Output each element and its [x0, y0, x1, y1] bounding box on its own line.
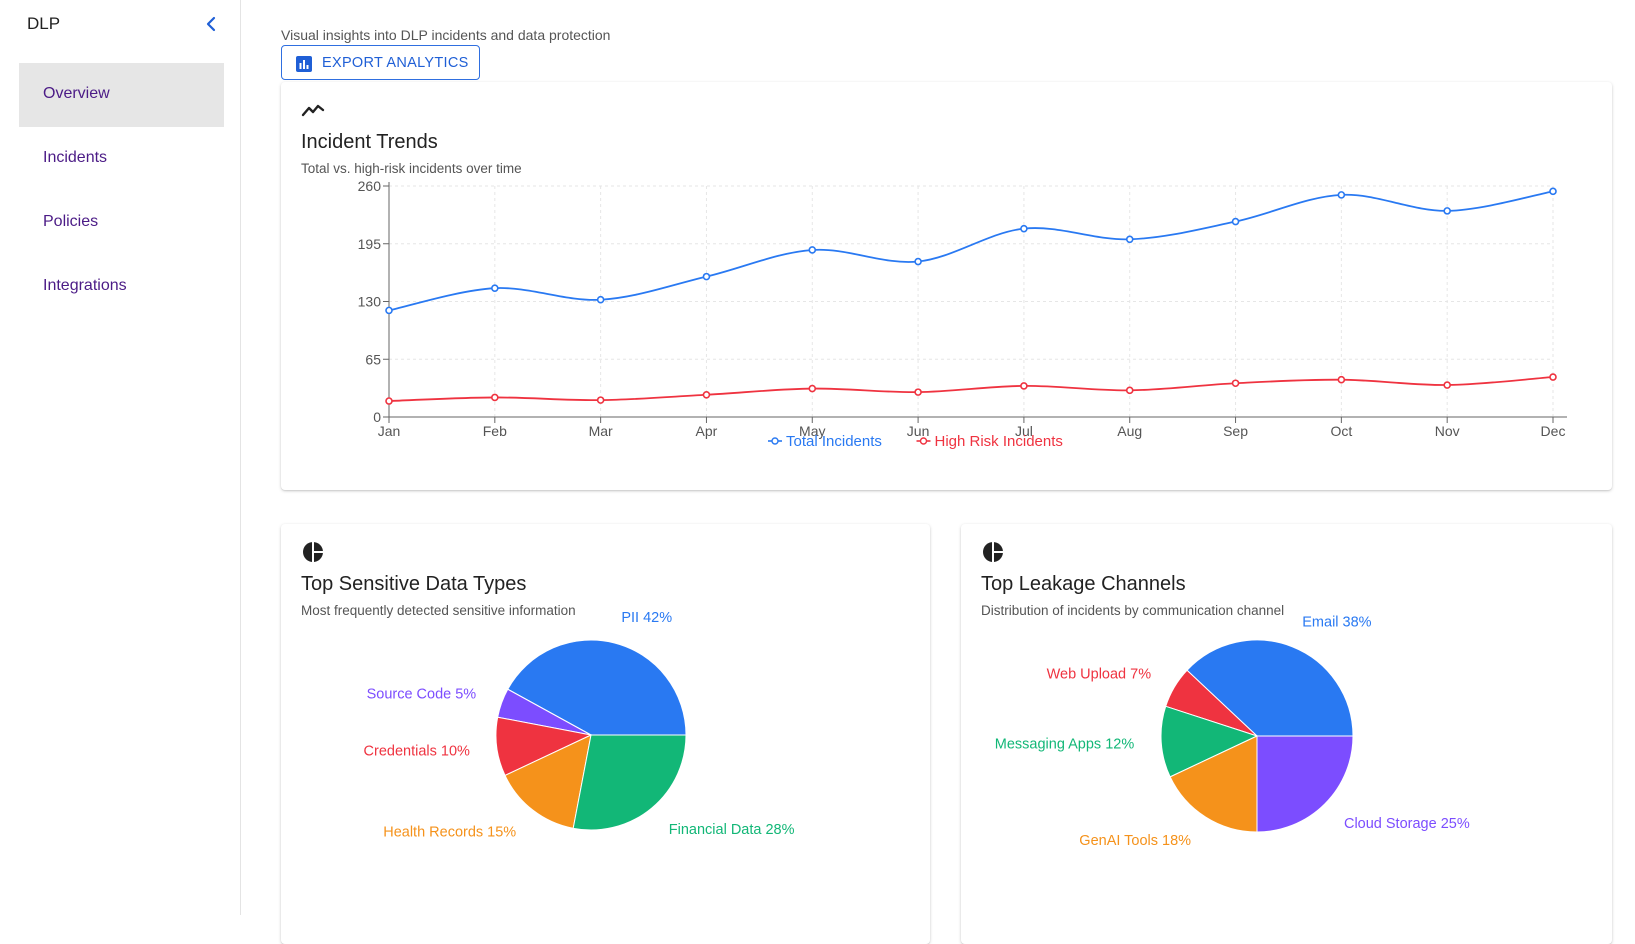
data-point — [808, 384, 817, 393]
sidebar-header: DLP — [27, 12, 222, 38]
pie-label: Credentials 10% — [364, 743, 470, 759]
data-point — [1443, 381, 1451, 389]
x-tick-label: May — [799, 423, 825, 439]
sidebar-item-label: Integrations — [43, 277, 127, 294]
sidebar-item-label: Overview — [43, 85, 110, 102]
data-point — [702, 272, 711, 281]
x-tick-label: Jul — [1015, 423, 1033, 439]
data-point — [1020, 382, 1028, 390]
export-analytics-button[interactable]: EXPORT ANALYTICS — [281, 45, 480, 80]
data-point — [702, 390, 711, 399]
pie-label: GenAI Tools 18% — [1079, 833, 1191, 849]
legend-item: High Risk Incidents — [916, 433, 1063, 450]
data-point — [1549, 187, 1557, 196]
pie-slice — [572, 734, 687, 831]
card-subtitle: Total vs. high-risk incidents over time — [301, 161, 522, 176]
x-tick-label: Oct — [1330, 423, 1352, 439]
x-tick-label: Mar — [589, 423, 613, 439]
card-subtitle: Distribution of incidents by communicati… — [981, 603, 1285, 618]
data-point — [1549, 373, 1557, 381]
data-point — [1125, 386, 1134, 395]
series-line-total-incidents — [388, 190, 1554, 312]
data-point — [1337, 191, 1346, 199]
bar-chart-icon — [296, 56, 312, 72]
card-title: Incident Trends — [301, 131, 438, 153]
pie-label: Source Code 5% — [367, 687, 477, 703]
leakage-channels-pie: Email 38% Web Upload 7% Messaging Apps 12%… — [995, 615, 1470, 849]
trending-line-icon — [301, 104, 325, 117]
sidebar-item-label: Policies — [43, 213, 99, 230]
pie-label: Health Records 15% — [383, 824, 516, 840]
data-point — [1020, 224, 1028, 233]
legend-marker — [919, 437, 928, 445]
y-tick-label: 130 — [358, 294, 382, 310]
card-subtitle: Most frequently detected sensitive infor… — [301, 603, 576, 618]
data-point — [1443, 207, 1451, 215]
pie-slice — [1256, 735, 1354, 833]
sidebar-item-integrations[interactable]: Integrations — [19, 255, 224, 319]
y-tick-label: 195 — [358, 236, 382, 252]
page-subtitle: Visual insights into DLP incidents and d… — [281, 27, 611, 43]
pie-slice — [1186, 639, 1354, 737]
pie-slice — [504, 734, 592, 829]
sensitive-data-types-pie: PII 42% Source Code 5% Credentials 10% Heal… — [364, 610, 795, 841]
incident-trends-card: Incident Trends Total vs. high-risk inci… — [281, 82, 1612, 490]
pie-chart-icon — [303, 542, 323, 562]
collapse-sidebar-button[interactable] — [200, 12, 222, 36]
x-tick-label: Jan — [378, 423, 401, 439]
data-point — [596, 396, 605, 404]
data-point — [1231, 217, 1240, 226]
leakage-channels-card: Top Leakage Channels Distribution of inc… — [961, 524, 1612, 944]
data-point — [914, 257, 922, 266]
data-point — [385, 397, 393, 405]
pie-slice — [1160, 705, 1259, 778]
data-point — [808, 246, 817, 254]
data-point — [1125, 235, 1134, 244]
pie-label: Email 38% — [1302, 615, 1371, 631]
sidebar-item-incidents[interactable]: Incidents — [19, 127, 224, 191]
data-point — [491, 284, 499, 292]
data-point — [491, 393, 499, 402]
x-tick-label: Sep — [1223, 423, 1248, 439]
sidebar-item-label: Incidents — [43, 149, 108, 166]
pie-slice — [1169, 735, 1258, 833]
x-tick-label: Dec — [1541, 423, 1566, 439]
data-point — [385, 306, 393, 315]
legend-label: High Risk Incidents — [935, 433, 1063, 450]
data-point — [1231, 379, 1240, 388]
data-point — [1337, 375, 1346, 384]
pie-label: Cloud Storage 25% — [1344, 816, 1470, 832]
sidebar-item-policies[interactable]: Policies — [19, 191, 224, 255]
y-tick-label: 260 — [358, 178, 382, 194]
sensitive-data-types-card: Top Sensitive Data Types Most frequently… — [281, 524, 930, 944]
x-tick-label: Jun — [907, 423, 930, 439]
pie-label: Messaging Apps 12% — [995, 737, 1135, 753]
sidebar-item-overview[interactable]: Overview — [19, 63, 224, 127]
x-tick-label: Nov — [1435, 423, 1460, 439]
pie-label: PII 42% — [621, 610, 672, 626]
y-tick-label: 65 — [365, 351, 381, 367]
data-point — [914, 388, 922, 396]
x-tick-label: Feb — [483, 423, 507, 439]
card-title: Top Leakage Channels — [981, 573, 1186, 595]
legend-item: Total Incidents — [768, 433, 882, 450]
export-label: EXPORT ANALYTICS — [322, 55, 469, 71]
pie-chart-icon — [983, 542, 1003, 562]
incident-trends-chart: 0 65 130 195 260 Jan Feb Mar Apr May Jun Jul Aug Sep O… — [358, 178, 1567, 450]
card-title: Top Sensitive Data Types — [301, 573, 527, 595]
x-tick-label: Aug — [1117, 423, 1142, 439]
legend-marker — [771, 437, 779, 445]
data-point — [596, 295, 605, 304]
y-tick-label: 0 — [373, 409, 381, 425]
sidebar: DLP Overview Incidents Policies Integrat… — [0, 0, 241, 915]
legend-label: Total Incidents — [786, 433, 882, 450]
pie-label: Web Upload 7% — [1047, 666, 1152, 682]
pie-label: Financial Data 28% — [669, 822, 795, 838]
pie-slice — [507, 639, 687, 736]
x-tick-label: Apr — [696, 423, 718, 439]
series-line-high-risk-incidents — [388, 376, 1554, 402]
chevron-left-icon — [206, 16, 216, 32]
app-title: DLP — [27, 14, 61, 33]
